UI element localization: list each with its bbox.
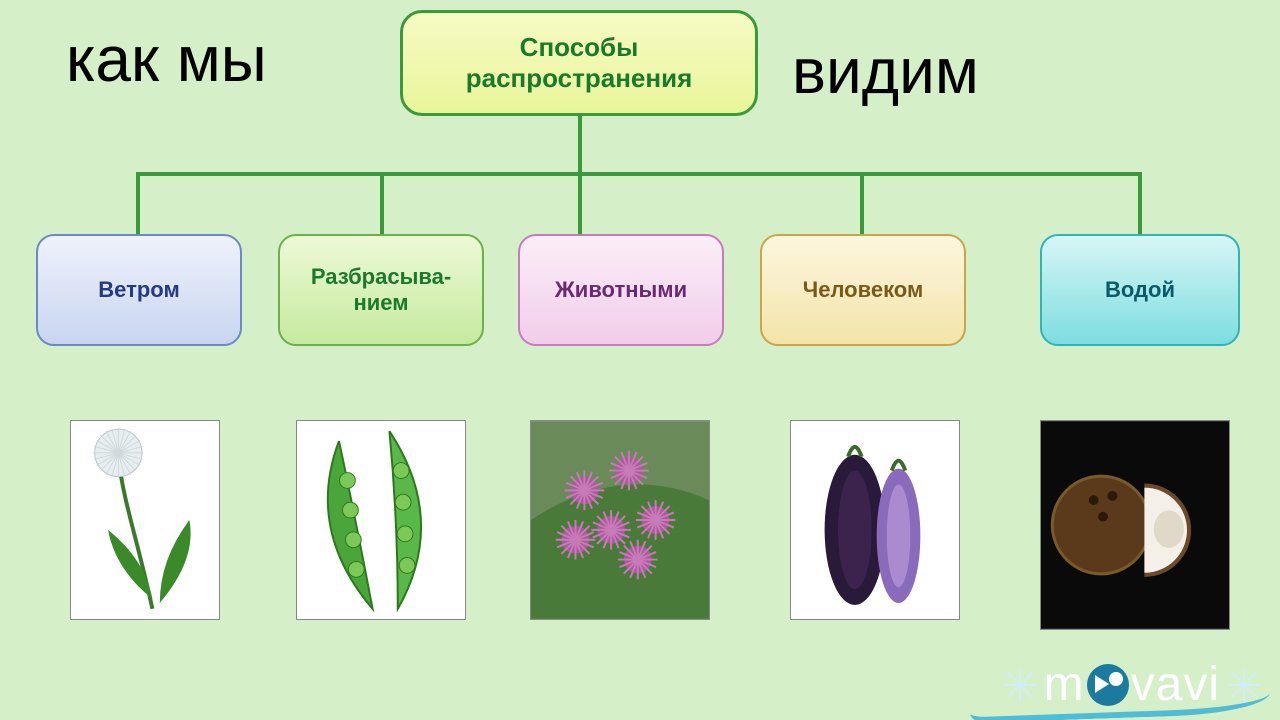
example-image-0 [70,420,220,620]
snowflake-icon [1226,667,1262,703]
child-label: Разбрасыва-нием [311,264,451,317]
example-image-4 [1040,420,1230,630]
connector-trunk [578,116,582,176]
connector-drop [136,172,140,234]
child-node-1: Разбрасыва-нием [278,234,484,346]
child-label: Водой [1105,277,1175,303]
child-node-3: Человеком [760,234,966,346]
child-label: Животными [555,277,687,303]
connector-drop [860,172,864,234]
child-label: Человеком [803,277,923,303]
illustration-svg [71,420,219,620]
child-node-2: Животными [518,234,724,346]
illustration-svg [531,420,709,620]
overlay-text-left: как мы [66,22,267,96]
root-label: Способыраспространения [466,32,692,94]
watermark: m vavi [1002,657,1262,712]
example-image-2 [530,420,710,620]
child-node-0: Ветром [36,234,242,346]
watermark-text: m vavi [1044,657,1220,712]
illustration-svg [791,420,959,620]
connector-drop [578,172,582,234]
illustration-svg [297,420,465,620]
wm-m: m [1044,657,1085,712]
wm-rest: vavi [1131,657,1220,712]
snowflake-icon [1002,667,1038,703]
connector-drop [1138,172,1142,234]
child-node-4: Водой [1040,234,1240,346]
connector-hbar [136,172,1142,176]
example-image-1 [296,420,466,620]
root-node: Способыраспространения [400,10,758,116]
wm-play-icon [1087,664,1129,706]
illustration-svg [1041,420,1229,630]
example-image-3 [790,420,960,620]
overlay-text-right: видим [792,34,979,108]
connector-drop [380,172,384,234]
child-label: Ветром [98,277,179,303]
